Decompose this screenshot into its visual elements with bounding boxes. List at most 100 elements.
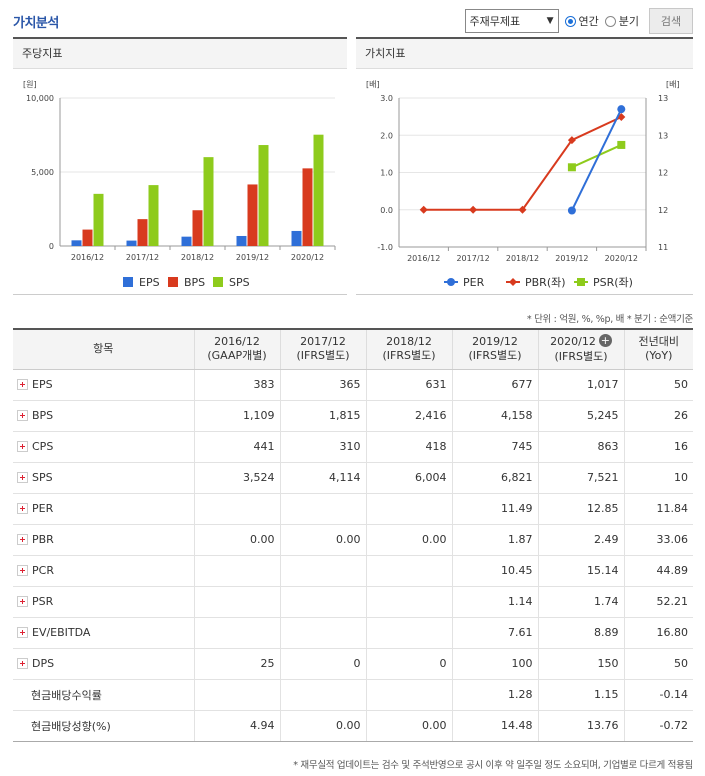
expand-plus-icon[interactable] xyxy=(17,472,28,483)
value-cell: 631 xyxy=(365,369,452,401)
expand-plus-icon[interactable] xyxy=(17,627,28,638)
value-cell xyxy=(193,679,280,711)
per-share-bar-chart: [원] 0 5,000 10,000 2016/12 2017/12 2018/12 2019… xyxy=(23,80,336,289)
statement-type-select[interactable]: 주재무제표 ▼ xyxy=(464,9,559,33)
value-cell: 6,004 xyxy=(365,462,452,494)
value-cell: -0.14 xyxy=(623,679,693,711)
value-cell: 10.45 xyxy=(451,555,538,587)
select-value: 주재무제표 xyxy=(469,15,521,28)
row-label-cell[interactable]: PCR xyxy=(13,555,194,587)
expand-plus-icon[interactable] xyxy=(17,441,28,452)
table-row: 현금배당수익률 1.28 1.15 -0.14 xyxy=(13,679,693,711)
row-label-cell[interactable]: BPS xyxy=(13,400,194,432)
data-point-pbr xyxy=(617,112,626,121)
data-point-pbr xyxy=(518,205,527,214)
bar-bps xyxy=(302,168,313,246)
value-cell xyxy=(279,555,366,587)
value-cell xyxy=(279,679,366,711)
value-line-chart: [배] [배] -1.0 11 0.0 12 1.0 12 2.0 13 3.0 13 2016/12 2… xyxy=(366,80,680,289)
value-cell: 0 xyxy=(279,648,366,680)
row-label: PBR xyxy=(32,533,54,546)
row-label-cell[interactable]: PSR xyxy=(13,586,194,618)
y-axis-unit: [원] xyxy=(23,80,37,89)
data-point-pbr xyxy=(469,205,478,214)
radio-checked-icon[interactable] xyxy=(564,15,576,27)
data-point-per xyxy=(617,105,626,114)
x-tick-label: 2020/12 xyxy=(605,254,638,263)
value-cell: 863 xyxy=(537,431,624,463)
value-table: 항목 2016/12 (GAAP개별) 2017/12 (IFRS별도) 2018/… xyxy=(13,328,693,742)
row-label-cell[interactable]: PER xyxy=(13,493,194,525)
x-tick-label: 2019/12 xyxy=(555,254,588,263)
radio-unchecked-icon[interactable] xyxy=(604,15,616,27)
expand-plus-icon[interactable] xyxy=(17,565,28,576)
expand-plus-icon[interactable] xyxy=(17,596,28,607)
value-cell xyxy=(279,493,366,525)
row-label: PER xyxy=(32,502,54,515)
value-cell: 50 xyxy=(623,369,693,401)
row-label-cell[interactable]: EV/EBITDA xyxy=(13,617,194,649)
data-point-psr xyxy=(567,163,576,172)
row-label-cell[interactable]: CPS xyxy=(13,431,194,463)
y-tick-label-left: -1.0 xyxy=(377,243,393,252)
x-tick-label: 2017/12 xyxy=(456,254,489,263)
search-button[interactable]: 검색 xyxy=(649,8,693,34)
footnote: * 재무실적 업데이트는 검수 및 주석반영으로 공시 이후 약 일주일 정도 … xyxy=(293,760,693,771)
y-tick-label-right: 12 xyxy=(658,206,668,215)
expand-plus-icon[interactable] xyxy=(17,534,28,545)
legend-marker xyxy=(509,278,517,286)
row-label-cell[interactable]: PBR xyxy=(13,524,194,556)
value-cell: 11.49 xyxy=(451,493,538,525)
legend-label: BPS xyxy=(184,276,205,289)
value-cell xyxy=(193,493,280,525)
radio-quarter[interactable]: 분기 xyxy=(604,13,639,29)
row-label: 현금배당성향(%) xyxy=(31,719,111,733)
x-tick-label: 2019/12 xyxy=(236,253,269,262)
value-cell: 13.76 xyxy=(537,710,624,742)
x-tick-label: 2018/12 xyxy=(506,254,539,263)
data-point-pbr xyxy=(419,205,428,214)
value-cell: 745 xyxy=(451,431,538,463)
table-row: SPS 3,524 4,114 6,004 6,821 7,521 10 xyxy=(13,462,693,494)
y-axis-unit-left: [배] xyxy=(366,80,380,89)
radio-quarter-label: 분기 xyxy=(618,15,639,28)
value-cell: 8.89 xyxy=(537,617,624,649)
x-tick-label: 2018/12 xyxy=(181,253,214,262)
header-2017: 2017/12 (IFRS별도) xyxy=(279,329,366,370)
value-cell: 1.28 xyxy=(451,679,538,711)
table-row: PER 11.49 12.85 11.84 xyxy=(13,493,693,525)
header-2018: 2018/12 (IFRS별도) xyxy=(365,329,452,370)
row-label-cell: 현금배당수익률 xyxy=(13,679,194,711)
expand-plus-icon[interactable] xyxy=(17,410,28,421)
row-label: SPS xyxy=(32,471,53,484)
bar-sps xyxy=(203,157,214,246)
legend-label: PER xyxy=(463,276,485,289)
header-2016: 2016/12 (GAAP개별) xyxy=(193,329,280,370)
value-cell: 1,109 xyxy=(193,400,280,432)
value-cell: 12.85 xyxy=(537,493,624,525)
y-tick-label-right: 13 xyxy=(658,131,668,140)
value-panel: 가치지표 [배] [배] -1.0 11 0.0 12 1.0 12 2.0 13 3.0 13 201… xyxy=(356,37,693,295)
expand-plus-icon[interactable] xyxy=(17,658,28,669)
value-cell: 0.00 xyxy=(279,524,366,556)
row-label-cell[interactable]: SPS xyxy=(13,462,194,494)
value-cell: 7.61 xyxy=(451,617,538,649)
add-column-icon[interactable]: + xyxy=(598,334,612,348)
unit-note: * 단위 : 억원, %, %p, 배 * 분기 : 순액기준 xyxy=(526,314,693,325)
row-label-cell[interactable]: DPS xyxy=(13,648,194,680)
row-label-cell[interactable]: EPS xyxy=(13,369,194,401)
value-cell: 4,114 xyxy=(279,462,366,494)
radio-annual[interactable]: 연간 xyxy=(564,13,599,29)
expand-plus-icon[interactable] xyxy=(17,503,28,514)
expand-plus-icon[interactable] xyxy=(17,379,28,390)
value-cell: 0.00 xyxy=(279,710,366,742)
legend-label: PBR(좌) xyxy=(525,276,566,289)
value-cell: 2.49 xyxy=(537,524,624,556)
value-cell: 0 xyxy=(365,648,452,680)
value-cell: 0.00 xyxy=(193,524,280,556)
y-tick-label-right: 11 xyxy=(658,243,668,252)
y-tick-label-right: 13 xyxy=(658,94,668,103)
x-tick-label: 2016/12 xyxy=(407,254,440,263)
bar-eps xyxy=(291,230,302,246)
value-cell: 310 xyxy=(279,431,366,463)
